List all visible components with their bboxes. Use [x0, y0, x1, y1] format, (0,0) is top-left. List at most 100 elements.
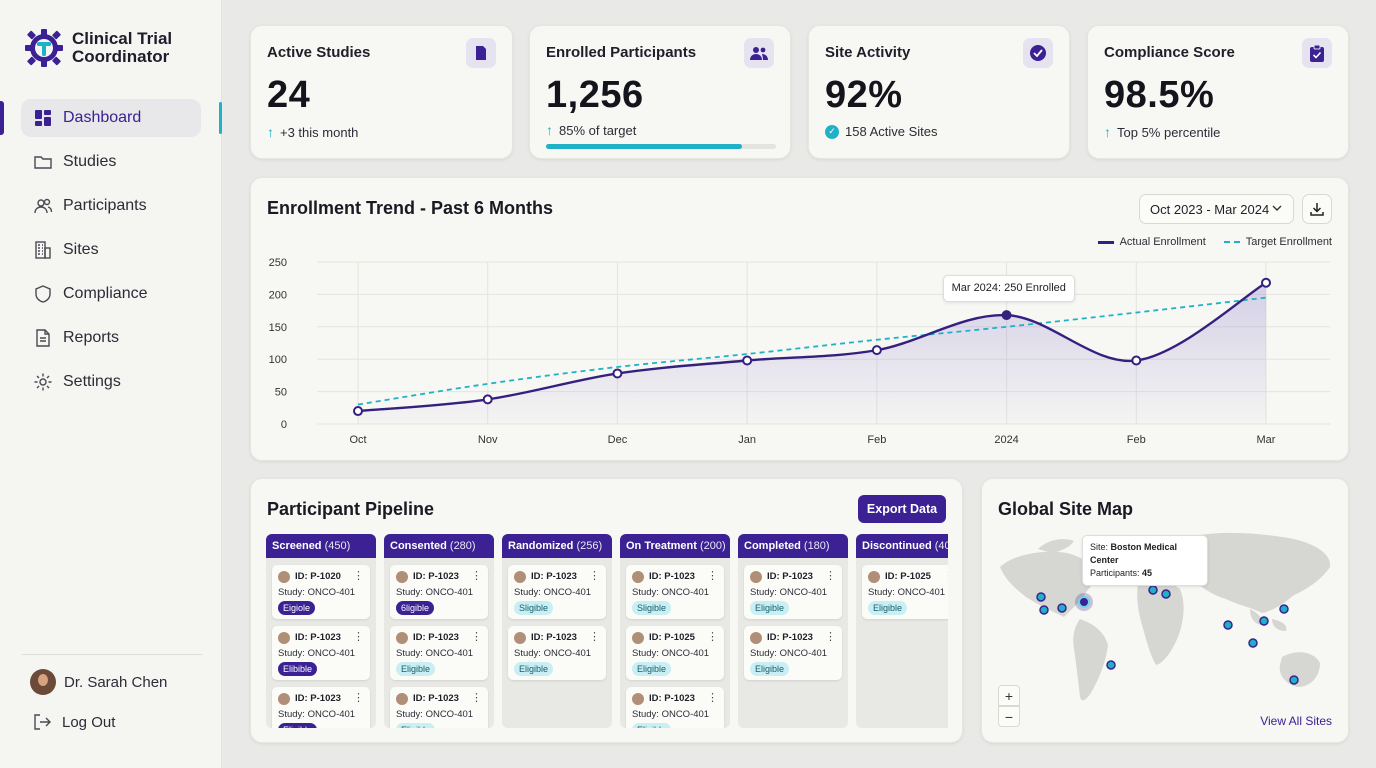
sidebar-item-compliance[interactable]: Compliance	[21, 275, 201, 313]
participant-avatar	[396, 632, 408, 644]
pipeline-column-header[interactable]: Completed (180)	[738, 534, 848, 558]
participant-card[interactable]: ID: P-1025 ⋮ Study: ONCO-401 Eligible	[626, 626, 724, 680]
column-name: Discontinued	[862, 540, 932, 552]
actual-data-point	[1131, 355, 1142, 366]
app-logo[interactable]: Clinical Trial Coordinator	[24, 28, 172, 68]
sidebar-item-dashboard[interactable]: Dashboard	[0, 99, 222, 137]
sidebar-item-label: Studies	[63, 153, 117, 170]
participant-card[interactable]: ID: P-1023 ⋮ Study: ONCO-401 6ligible	[390, 565, 488, 619]
enrollment-line-chart: 0 50 100 150 200 250 Oct Nov Dec Jan Feb 2024 Feb Mar	[269, 257, 1330, 446]
more-options-icon[interactable]: ⋮	[943, 569, 948, 582]
site-markers[interactable]	[1036, 585, 1299, 685]
participant-card[interactable]: ID: P-1025 ⋮ Study: ONCO-401 Eligible	[862, 565, 948, 619]
participant-avatar	[278, 693, 290, 705]
chart-tooltip: Mar 2024: 250 Enrolled	[942, 275, 1075, 303]
participant-study: Study: ONCO-401	[514, 648, 592, 659]
pipeline-column: Completed (180) ID: P-1023 ⋮ Study: ONCO-40…	[738, 534, 848, 728]
participant-pipeline-card: Participant Pipeline Export Data Screene…	[250, 478, 963, 743]
more-options-icon[interactable]: ⋮	[589, 631, 600, 643]
more-options-icon[interactable]: ⋮	[471, 570, 482, 582]
actual-data-point	[1261, 277, 1271, 288]
pipeline-column: Consented (280) ID: P-1023 ⋮ Study: ONCO-40…	[384, 534, 494, 728]
participant-avatar	[278, 571, 290, 583]
sidebar-item-participants[interactable]: Participants	[21, 187, 201, 225]
zoom-out-button[interactable]: −	[998, 706, 1020, 727]
y-tick-label: 200	[269, 289, 287, 301]
sidebar-item-reports[interactable]: Reports	[21, 319, 201, 357]
download-button[interactable]	[1302, 194, 1332, 224]
participant-card[interactable]: ID: P-1023 ⋮ Study: ONCO-401 Sligible	[626, 565, 724, 619]
participant-card[interactable]: ID: P-1023 ⋮ Study: ONCO-401 Eligible	[508, 626, 606, 680]
participant-card[interactable]: ID: P-1020 ⋮ Study: ONCO-401 Eigiole	[272, 565, 370, 619]
more-options-icon[interactable]: ⋮	[589, 570, 600, 582]
legend-swatch-target	[1223, 241, 1240, 243]
export-data-label: Export Data	[866, 502, 938, 516]
sidebar-item-studies[interactable]: Studies	[21, 143, 201, 181]
pipeline-column-header[interactable]: Screened (450)	[266, 534, 376, 558]
pipeline-column-header[interactable]: Consented (280)	[384, 534, 494, 558]
more-options-icon[interactable]: ⋮	[471, 631, 482, 643]
kpi-subtext-label: +3 this month	[280, 124, 359, 140]
participant-id: ID: P-1020	[295, 571, 341, 582]
participant-id: ID: P-1023	[531, 571, 577, 582]
participant-card[interactable]: ID: P-1023 ⋮ Study: ONCO-401 Elibible	[272, 626, 370, 680]
x-tick-label: Jan	[738, 434, 756, 446]
participant-id: ID: P-1023	[531, 632, 577, 643]
map-tooltip-participants-label: Participants:	[1090, 568, 1140, 578]
more-options-icon[interactable]: ⋮	[353, 631, 364, 643]
participant-card[interactable]: ID: P-1023 ⋮ Study: ONCO-401 Eligible	[744, 565, 842, 619]
map-tooltip-site: Site: Boston Medical Center	[1090, 541, 1200, 567]
logout-button[interactable]: Log Out	[32, 712, 115, 732]
kpi-subtext-label: Top 5% percentile	[1117, 124, 1221, 140]
map-tooltip-site-label: Site:	[1090, 542, 1109, 552]
world-map[interactable]	[982, 479, 1350, 744]
more-options-icon[interactable]: ⋮	[471, 692, 482, 704]
pipeline-column-header[interactable]: Discontinued (40)	[856, 534, 948, 558]
more-options-icon[interactable]: ⋮	[707, 570, 718, 582]
participant-id: ID: P-1025	[885, 571, 931, 582]
chart-tooltip-text: Mar 2024: 250 Enrolled	[951, 282, 1066, 295]
date-range-value: Oct 2023 - Mar 2024	[1150, 201, 1270, 217]
shield-icon	[33, 284, 53, 304]
global-site-map-card: Global Site Map	[981, 478, 1349, 743]
map-tooltip-participants-value: 45	[1142, 568, 1153, 578]
pipeline-column-header[interactable]: On Treatment (200)	[620, 534, 730, 558]
participant-study: Study: ONCO-401	[868, 587, 946, 598]
participant-card[interactable]: ID: P-1023 ⋮ Study: ONCO-401 Eligible	[272, 687, 370, 728]
participant-card[interactable]: ID: P-1023 ⋮ Study: ONCO-401 Eligible	[744, 626, 842, 680]
x-tick-label: Mar	[1257, 434, 1276, 446]
view-all-sites-link[interactable]: View All Sites	[1260, 714, 1332, 728]
zoom-in-button[interactable]: +	[998, 685, 1020, 706]
more-options-icon[interactable]: ⋮	[353, 692, 364, 704]
more-options-icon[interactable]: ⋮	[707, 692, 718, 704]
participant-id: ID: P-1023	[767, 571, 813, 582]
export-data-button[interactable]: Export Data	[858, 495, 946, 523]
download-icon	[1310, 203, 1324, 216]
sidebar-item-settings[interactable]: Settings	[21, 363, 201, 401]
more-options-icon[interactable]: ⋮	[825, 631, 836, 643]
x-tick-label: Dec	[608, 434, 628, 446]
user-profile[interactable]: Dr. Sarah Chen	[30, 669, 167, 695]
sidebar-item-sites[interactable]: Sites	[21, 231, 201, 269]
gear-logo-icon	[25, 29, 63, 67]
more-options-icon[interactable]: ⋮	[825, 570, 836, 582]
target-enrollment-line	[357, 296, 1267, 406]
sidebar-divider	[22, 654, 202, 655]
chevron-down-icon	[1271, 202, 1283, 217]
kpi-card-site-activity: Site Activity 92% ✓ 158 Active Sites	[808, 25, 1070, 159]
participant-card[interactable]: ID: P-1023 ⋮ Study: ONCO-401 Eligible	[626, 687, 724, 728]
document-icon	[33, 328, 53, 348]
status-badge: Eligible	[278, 723, 318, 728]
kpi-subtext-label: 85% of target	[559, 122, 637, 138]
date-range-select[interactable]: Oct 2023 - Mar 2024	[1139, 194, 1294, 224]
participant-avatar	[632, 632, 644, 644]
pipeline-column: Randomized (256) ID: P-1023 ⋮ Study: ONCO-4…	[502, 534, 612, 728]
column-name: Completed	[744, 540, 801, 552]
pipeline-column-header[interactable]: Randomized (256)	[502, 534, 612, 558]
participant-card[interactable]: ID: P-1023 ⋮ Study: ONCO-401 Eligible	[390, 626, 488, 680]
participant-avatar	[750, 632, 762, 644]
more-options-icon[interactable]: ⋮	[353, 570, 364, 582]
participant-card[interactable]: ID: P-1023 ⋮ Study: ONCO-401 Eligible	[390, 687, 488, 728]
participant-card[interactable]: ID: P-1023 ⋮ Study: ONCO-401 Sligible	[508, 565, 606, 619]
more-options-icon[interactable]: ⋮	[707, 631, 718, 643]
